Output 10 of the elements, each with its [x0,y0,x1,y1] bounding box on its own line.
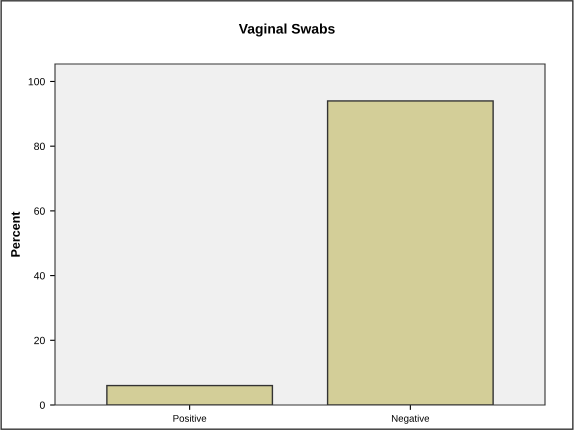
chart-title: Vaginal Swabs [238,23,335,37]
x-tick-label: Negative [392,414,430,424]
y-tick-label: 80 [34,142,45,150]
y-tick-label: 20 [34,336,45,344]
x-tick-label: Positive [173,414,206,422]
y-axis-title: Percent [11,212,20,257]
y-tick-label: 0 [40,402,45,409]
y-tick-label: 100 [28,78,45,86]
y-tick-label: 60 [34,207,45,215]
y-tick-label: 40 [34,272,45,280]
